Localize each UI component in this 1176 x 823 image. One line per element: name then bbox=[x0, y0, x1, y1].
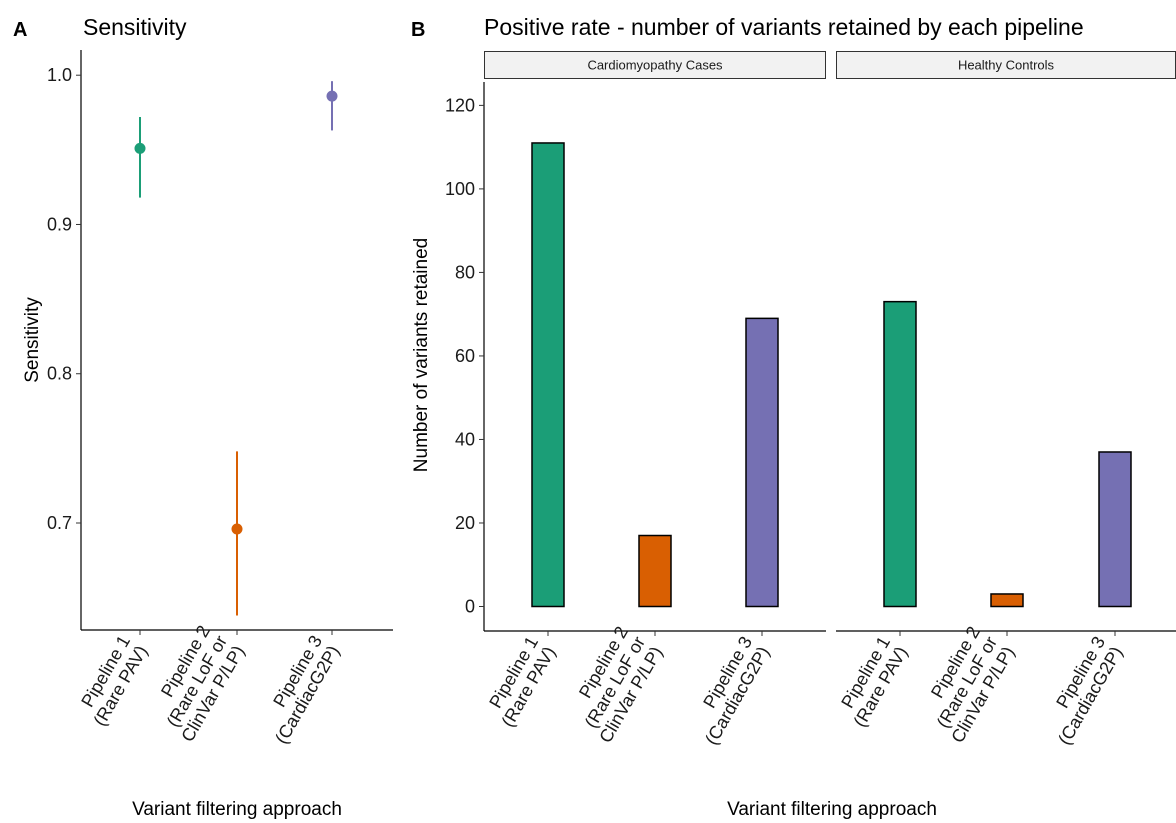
y-tick-label: 0.8 bbox=[47, 364, 72, 384]
y-tick-label: 20 bbox=[455, 513, 475, 533]
x-tick-label: Pipeline 1(Rare PAV) bbox=[72, 632, 151, 729]
bar bbox=[531, 142, 565, 608]
bar bbox=[990, 593, 1024, 608]
facet-strip bbox=[484, 51, 826, 79]
y-tick-label: 80 bbox=[455, 262, 475, 282]
x-tick-label: Pipeline 2(Rare LoF orClinVar P/LP) bbox=[561, 623, 667, 746]
facet-strip-label: Cardiomyopathy Cases bbox=[587, 58, 723, 73]
y-tick-label: 1.0 bbox=[47, 65, 72, 85]
facet-strip bbox=[836, 51, 1176, 79]
x-tick-label: Pipeline 1(Rare PAV) bbox=[832, 633, 911, 730]
x-tick-label: Pipeline 3(CardiacG2P) bbox=[1037, 633, 1127, 748]
bar bbox=[883, 300, 917, 608]
panel-b: B Positive rate - number of variants ret… bbox=[411, 14, 1176, 820]
y-tick-label: 120 bbox=[445, 95, 475, 115]
panel-a-title: Sensitivity bbox=[83, 14, 187, 40]
panel-b-letter: B bbox=[411, 19, 425, 41]
facet-strip-label: Healthy Controls bbox=[958, 58, 1055, 73]
y-tick-label: 0 bbox=[465, 597, 475, 617]
x-tick-label: Pipeline 1(Rare PAV) bbox=[480, 633, 559, 730]
bar bbox=[1098, 451, 1132, 608]
panel-a-letter: A bbox=[13, 19, 27, 41]
panel-b-x-axis-title: Variant filtering approach bbox=[727, 799, 937, 820]
y-tick-label: 40 bbox=[455, 429, 475, 449]
panel-a-x-axis-title: Variant filtering approach bbox=[132, 799, 342, 820]
panel-a-y-axis-title: Sensitivity bbox=[22, 297, 43, 383]
y-tick-label: 0.7 bbox=[47, 513, 72, 533]
x-tick-label: Pipeline 2(Rare LoF orClinVar P/LP) bbox=[913, 623, 1019, 746]
y-tick-label: 60 bbox=[455, 346, 475, 366]
panel-a: A Sensitivity Sensitivity Variant filter… bbox=[13, 14, 393, 820]
data-point bbox=[231, 523, 243, 535]
panel-b-title: Positive rate - number of variants retai… bbox=[484, 14, 1084, 40]
x-tick-label: Pipeline 3(CardiacG2P) bbox=[684, 633, 774, 748]
data-point bbox=[134, 142, 146, 154]
y-tick-label: 100 bbox=[445, 179, 475, 199]
panel-b-y-axis-title: Number of variants retained bbox=[411, 238, 432, 472]
x-tick-label: Pipeline 2(Rare LoF orClinVar P/LP) bbox=[143, 622, 249, 745]
data-point bbox=[326, 90, 338, 102]
bar bbox=[745, 317, 779, 608]
y-tick-label: 0.9 bbox=[47, 214, 72, 234]
bar bbox=[638, 534, 672, 608]
x-tick-label: Pipeline 3(CardiacG2P) bbox=[254, 632, 344, 747]
